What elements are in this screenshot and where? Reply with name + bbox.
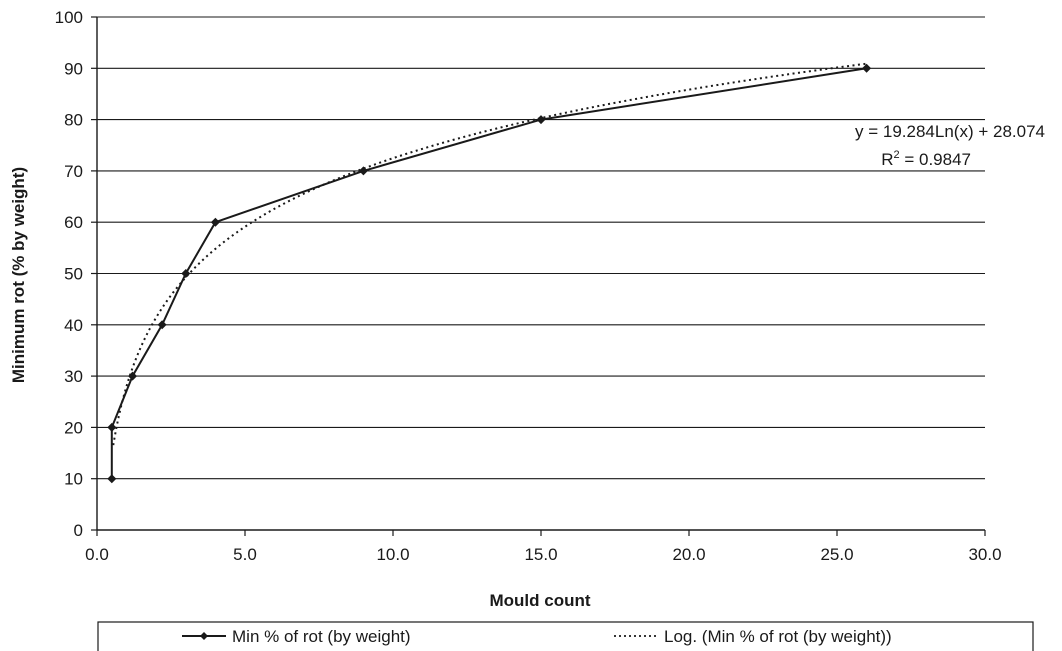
trendline-r-squared: R2 = 0.9847 [881,149,971,169]
x-tick-label-25.0: 25.0 [820,545,853,564]
axes [91,16,986,536]
y-tick-label-50: 50 [64,265,83,284]
y-tick-label-100: 100 [55,8,83,27]
x-tick-label-20.0: 20.0 [672,545,705,564]
y-axis-title: Minimum rot (% by weight) [9,167,28,383]
legend-trend-label: Log. (Min % of rot (by weight)) [664,627,892,646]
data-point-7 [536,115,546,125]
legend-box [97,621,1034,651]
y-tick-label-0: 0 [74,521,83,540]
trendline-equation: y = 19.284Ln(x) + 28.074 [855,122,1045,141]
y-tick-label-30: 30 [64,367,83,386]
data-point-3 [157,320,167,330]
series-layer [107,63,872,484]
legend-series-marker [200,632,208,640]
data-point-1 [107,422,117,432]
x-tick-label-0.0: 0.0 [85,545,109,564]
r-squared-superscript: 2 [894,149,900,161]
y-tick-label-70: 70 [64,162,83,181]
x-tick-label-30.0: 30.0 [968,545,1001,564]
x-axis-title: Mould count [489,591,590,610]
r-squared-prefix: R [881,150,893,169]
x-tick-label-5.0: 5.0 [233,545,257,564]
y-tick-label-10: 10 [64,470,83,489]
y-tick-label-20: 20 [64,418,83,437]
y-tick-label-90: 90 [64,59,83,78]
data-point-5 [210,217,220,227]
data-point-4 [181,269,191,278]
data-point-8 [862,63,872,73]
legend-series-label: Min % of rot (by weight) [232,627,411,646]
legend: Min % of rot (by weight) Log. (Min % of … [97,621,1034,651]
y-tick-label-40: 40 [64,316,83,335]
tick-labels: 0 10 20 30 40 50 60 70 80 90 100 0.0 5.0 10.0 15.0 20.0… [55,8,1002,564]
data-point-2 [128,371,138,381]
r-squared-value: = 0.9847 [900,150,971,169]
y-tick-label-80: 80 [64,111,83,130]
x-tick-label-15.0: 15.0 [524,545,557,564]
x-tick-label-10.0: 10.0 [376,545,409,564]
data-point-6 [358,166,368,176]
gridlines [97,16,985,480]
y-tick-label-60: 60 [64,213,83,232]
data-point-0 [107,474,117,484]
trendline-annotation: y = 19.284Ln(x) + 28.074 R2 = 0.9847 [855,122,1045,169]
